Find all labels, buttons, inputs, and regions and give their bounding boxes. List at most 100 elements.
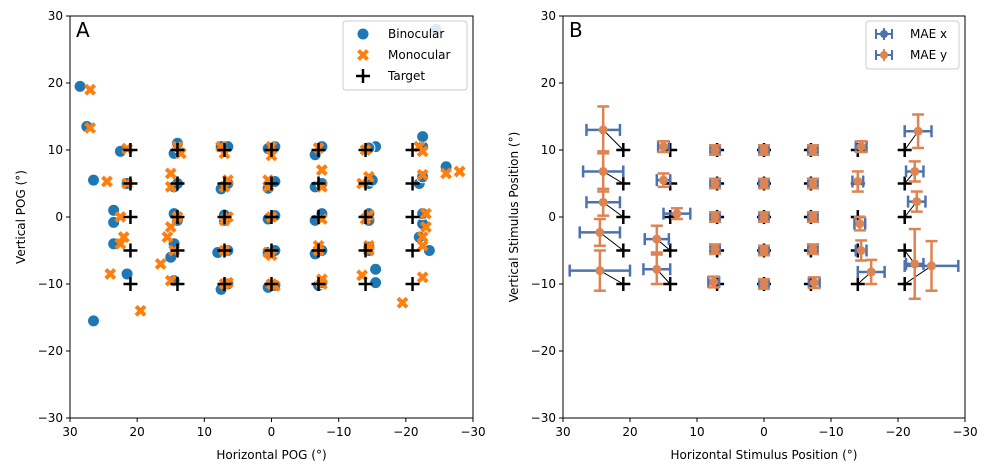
- mean-point: [910, 166, 920, 176]
- mean-point: [710, 179, 720, 188]
- mean-point: [595, 266, 605, 276]
- mean-point: [598, 125, 608, 135]
- target-point: [311, 176, 326, 191]
- errorbar: [758, 211, 770, 223]
- monocular-point: [420, 221, 432, 233]
- legend-marker-dot: [880, 30, 888, 38]
- x-tick-label: −30: [460, 425, 485, 439]
- monocular-point: [164, 221, 177, 233]
- series-monocular: [84, 83, 466, 317]
- x-tick-label: −20: [393, 425, 418, 439]
- y-tick-label: 20: [541, 76, 556, 90]
- monocular-point: [453, 165, 466, 178]
- mean-point: [808, 212, 818, 222]
- legend-label: MAE y: [910, 48, 947, 62]
- offset-line: [602, 129, 624, 151]
- target-point: [217, 277, 232, 291]
- mean-point: [595, 227, 605, 237]
- target-point: [123, 243, 138, 258]
- errorbar: [807, 276, 821, 290]
- y-tick-label: −20: [531, 344, 556, 358]
- x-tick-label: 20: [622, 425, 637, 439]
- legend: Binocular Monocular Target: [342, 20, 468, 91]
- target-point: [311, 243, 326, 258]
- mean-point: [927, 261, 936, 271]
- target-point: [897, 210, 912, 224]
- errorbar: [709, 177, 722, 190]
- target-point: [616, 210, 631, 224]
- target-point: [850, 277, 865, 291]
- errorbar: [856, 258, 886, 286]
- errorbar: [806, 144, 819, 156]
- panel-a: 30 20 10 0 −10 −20 −30 −30 −20 −10 0 10 20 30 Horizont…: [14, 9, 486, 462]
- y-tick-label: 30: [541, 9, 556, 23]
- legend-label: Target: [387, 69, 425, 83]
- mean-point: [856, 246, 866, 255]
- errorbar: [854, 140, 868, 154]
- errorbar: [656, 140, 671, 154]
- y-tick-label: 30: [48, 9, 63, 23]
- errorbar: [585, 187, 622, 217]
- target-point: [663, 243, 678, 258]
- errorbar: [904, 227, 925, 300]
- mean-point: [598, 166, 608, 176]
- x-axis-label: Horizontal POG (°): [216, 448, 326, 462]
- target-point: [170, 143, 185, 157]
- errorbar: [709, 243, 722, 256]
- mean-point: [710, 212, 720, 222]
- monocular-point: [315, 164, 328, 177]
- mean-point: [710, 145, 720, 155]
- target-point: [405, 176, 420, 191]
- errorbar: [806, 211, 819, 223]
- monocular-point: [161, 231, 174, 244]
- errorbar: [904, 160, 925, 183]
- mean-point: [866, 267, 876, 277]
- y-tick-label: 10: [48, 143, 63, 157]
- monocular-point: [114, 211, 127, 223]
- errorbar: [851, 170, 865, 193]
- errorbar: [806, 177, 819, 190]
- target-point: [264, 277, 279, 291]
- x-tick-label: −10: [818, 425, 843, 439]
- target-point: [170, 243, 185, 258]
- legend-marker-monocular: [357, 49, 369, 61]
- target-point: [405, 277, 420, 291]
- target-point: [616, 243, 631, 258]
- x-tick-label: −30: [952, 425, 977, 439]
- legend: MAE x MAE y: [865, 20, 960, 70]
- monocular-point: [420, 207, 432, 220]
- monocular-point: [440, 167, 453, 180]
- target-point: [264, 210, 279, 224]
- target-point: [358, 243, 373, 258]
- target-point: [405, 243, 420, 258]
- errorbar: [758, 144, 770, 156]
- target-point: [311, 277, 326, 291]
- y-axis-label: Vertical Stimulus Position (°): [507, 132, 521, 303]
- target-point: [897, 243, 912, 258]
- legend-box: [342, 20, 468, 91]
- errorbar: [707, 275, 721, 289]
- target-point: [358, 210, 373, 224]
- errorbar: [906, 190, 927, 213]
- target-point: [405, 143, 420, 157]
- x-tick-label: 10: [197, 425, 212, 439]
- y-axis-label: Vertical POG (°): [14, 170, 28, 264]
- mean-point: [855, 219, 865, 229]
- panel-label: A: [76, 18, 90, 42]
- target-point: [616, 277, 631, 291]
- mean-point: [912, 197, 922, 207]
- mean-point: [853, 176, 863, 186]
- target-point: [170, 277, 185, 291]
- target-point: [217, 143, 232, 157]
- target-point: [217, 243, 232, 258]
- x-tick-label: 20: [130, 425, 145, 439]
- target-point: [311, 143, 326, 157]
- monocular-point: [416, 271, 429, 284]
- target-point: [123, 210, 138, 224]
- legend-label: Monocular: [388, 48, 451, 62]
- target-point: [170, 176, 185, 191]
- errorbar: [642, 253, 672, 286]
- target-point: [405, 210, 420, 224]
- target-point: [170, 210, 185, 224]
